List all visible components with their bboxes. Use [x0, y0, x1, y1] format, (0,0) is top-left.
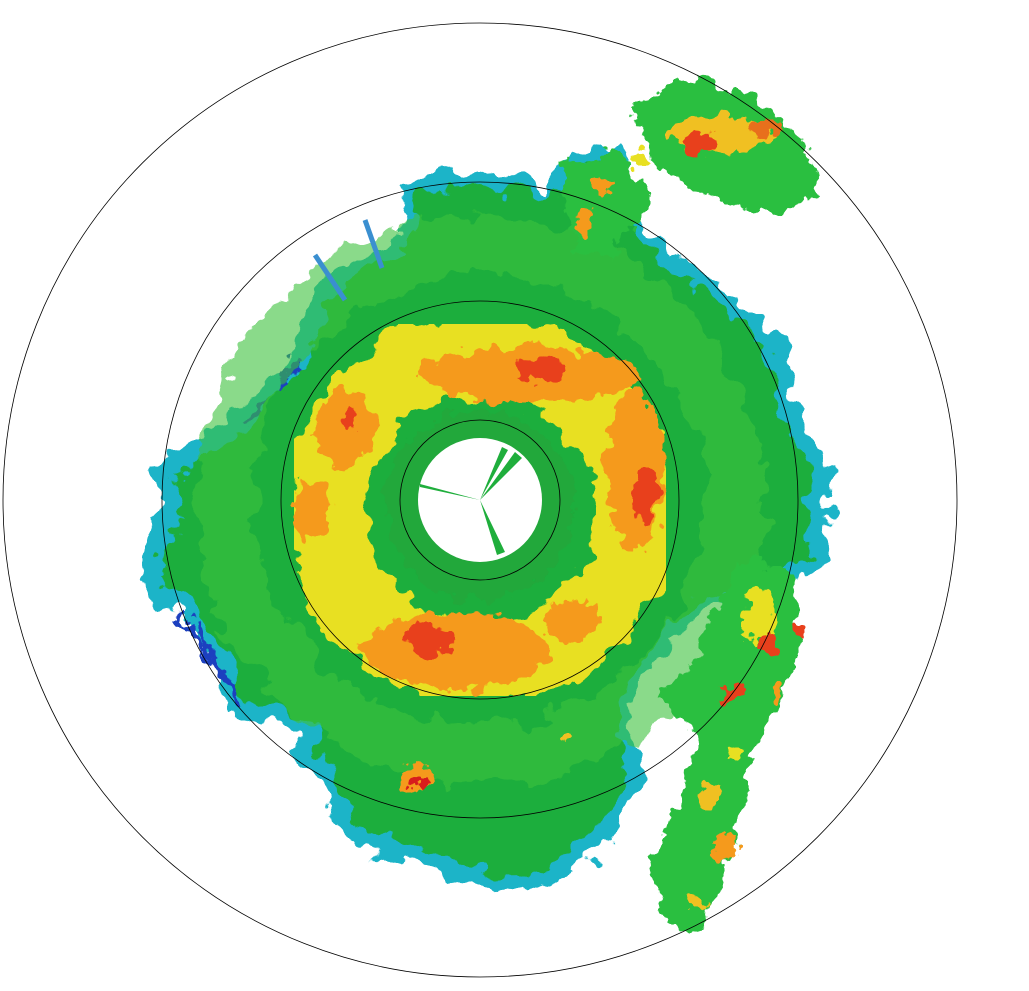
radial-spikes	[312, 219, 385, 302]
center-spikes	[420, 447, 522, 555]
range-ring	[399, 419, 561, 581]
range-ring	[161, 181, 799, 819]
range-ring	[280, 300, 680, 700]
echo-se-cells	[650, 560, 807, 930]
range-rings	[2, 22, 958, 978]
echo-south-cells	[400, 734, 576, 792]
echo-light-green	[195, 215, 765, 785]
echo-red	[338, 358, 657, 655]
range-ring	[2, 22, 958, 978]
echo-ne-cells	[560, 75, 820, 260]
echo-field	[140, 75, 830, 930]
